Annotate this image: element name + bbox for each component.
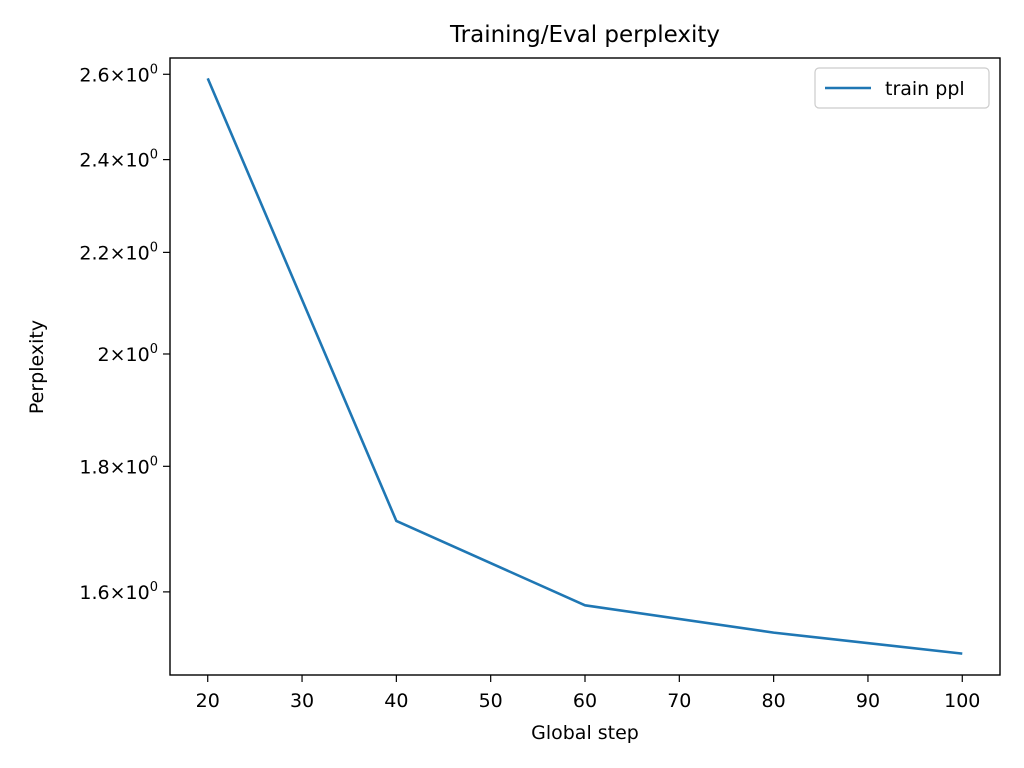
x-tick-label: 90	[856, 690, 880, 712]
y-tick-label: 1.8×100	[79, 454, 158, 478]
x-tick-label: 50	[479, 690, 503, 712]
x-tick-label: 20	[196, 690, 220, 712]
legend-label-train-ppl: train ppl	[885, 78, 965, 100]
x-axis-label: Global step	[531, 722, 639, 744]
y-tick-label: 2.6×100	[79, 62, 158, 86]
x-tick-label: 40	[384, 690, 408, 712]
plot-area: 20 30 40 50 60 70 80 90 100 1.6×100 1.8×100 2×100 2.…	[79, 62, 980, 712]
y-tick-label: 2×100	[98, 342, 158, 366]
legend-box	[814, 67, 990, 109]
plot-frame	[169, 57, 1001, 676]
y-tick-label: 1.6×100	[79, 580, 158, 604]
series-line-0	[206, 77, 963, 655]
y-tick-label: 2.4×100	[79, 148, 158, 172]
legend: train ppl	[814, 67, 990, 109]
x-tick-label: 80	[762, 690, 786, 712]
y-tick-label: 2.2×100	[79, 240, 158, 264]
chart-title: Training/Eval perplexity	[449, 22, 720, 48]
x-tick-label: 70	[667, 690, 691, 712]
x-tick-label: 100	[944, 690, 980, 712]
x-tick-label: 60	[573, 690, 597, 712]
y-axis-label: Perplexity	[26, 320, 48, 414]
x-tick-label: 30	[290, 690, 314, 712]
